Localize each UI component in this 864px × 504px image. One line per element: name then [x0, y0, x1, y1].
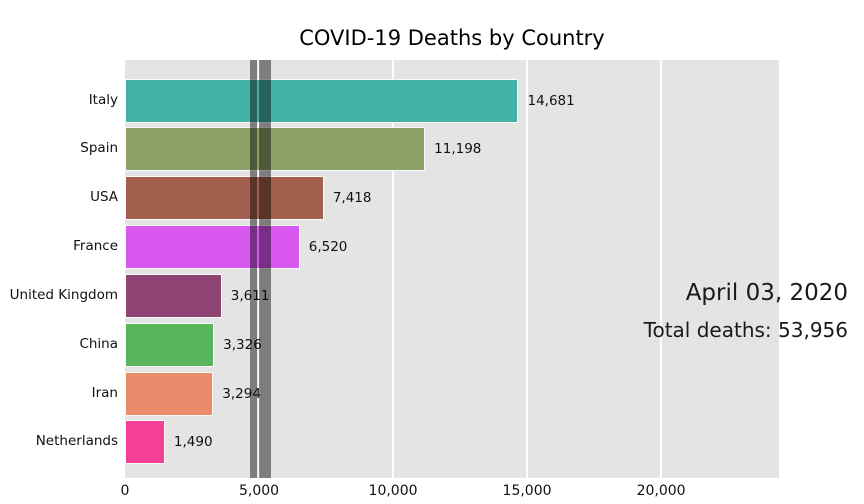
bar-usa [125, 176, 324, 221]
value-label-united-kingdom: 3,611 [230, 287, 270, 304]
category-label-united-kingdom: United Kingdom [9, 286, 118, 303]
x-tick-label-5000: 5,000 [238, 483, 280, 499]
gridline-x-20000 [660, 60, 663, 478]
bar-united-kingdom [125, 273, 222, 318]
category-label-netherlands: Netherlands [35, 433, 118, 450]
date-annotation: April 03, 2020 [685, 280, 848, 306]
value-label-iran: 3,294 [222, 385, 261, 402]
category-label-italy: Italy [88, 91, 118, 108]
category-label-france: France [73, 238, 118, 255]
highlight-band-1 [249, 60, 257, 478]
category-label-china: China [79, 335, 118, 352]
category-label-usa: USA [90, 189, 118, 206]
plot-area: 14,681 11,198 7,418 6,520 3,611 3,326 3,294 1,4… [125, 60, 779, 478]
bar-spain [125, 127, 426, 172]
gridline-x-15000 [526, 60, 529, 478]
bar-china [125, 322, 215, 367]
value-label-italy: 14,681 [527, 92, 575, 109]
bar-netherlands [125, 420, 165, 465]
x-tick-label-20000: 20,000 [636, 483, 686, 499]
value-label-netherlands: 1,490 [173, 434, 213, 451]
highlight-band-2 [259, 60, 271, 478]
value-label-usa: 7,418 [332, 190, 372, 207]
chart-title: COVID-19 Deaths by Country [299, 26, 605, 50]
bar-france [125, 225, 300, 270]
value-label-china: 3,326 [223, 336, 262, 353]
category-label-iran: Iran [91, 384, 118, 401]
x-tick-label-10000: 10,000 [368, 483, 418, 499]
value-label-spain: 11,198 [434, 141, 482, 158]
category-label-spain: Spain [80, 140, 118, 157]
bar-italy [125, 78, 519, 123]
gridline-x-10000 [392, 60, 395, 478]
value-label-france: 6,520 [308, 239, 348, 256]
bar-iran [125, 371, 214, 416]
total-deaths-annotation: Total deaths: 53,956 [643, 318, 848, 342]
x-tick-label-15000: 15,000 [502, 483, 552, 499]
x-tick-label-0: 0 [120, 483, 130, 499]
